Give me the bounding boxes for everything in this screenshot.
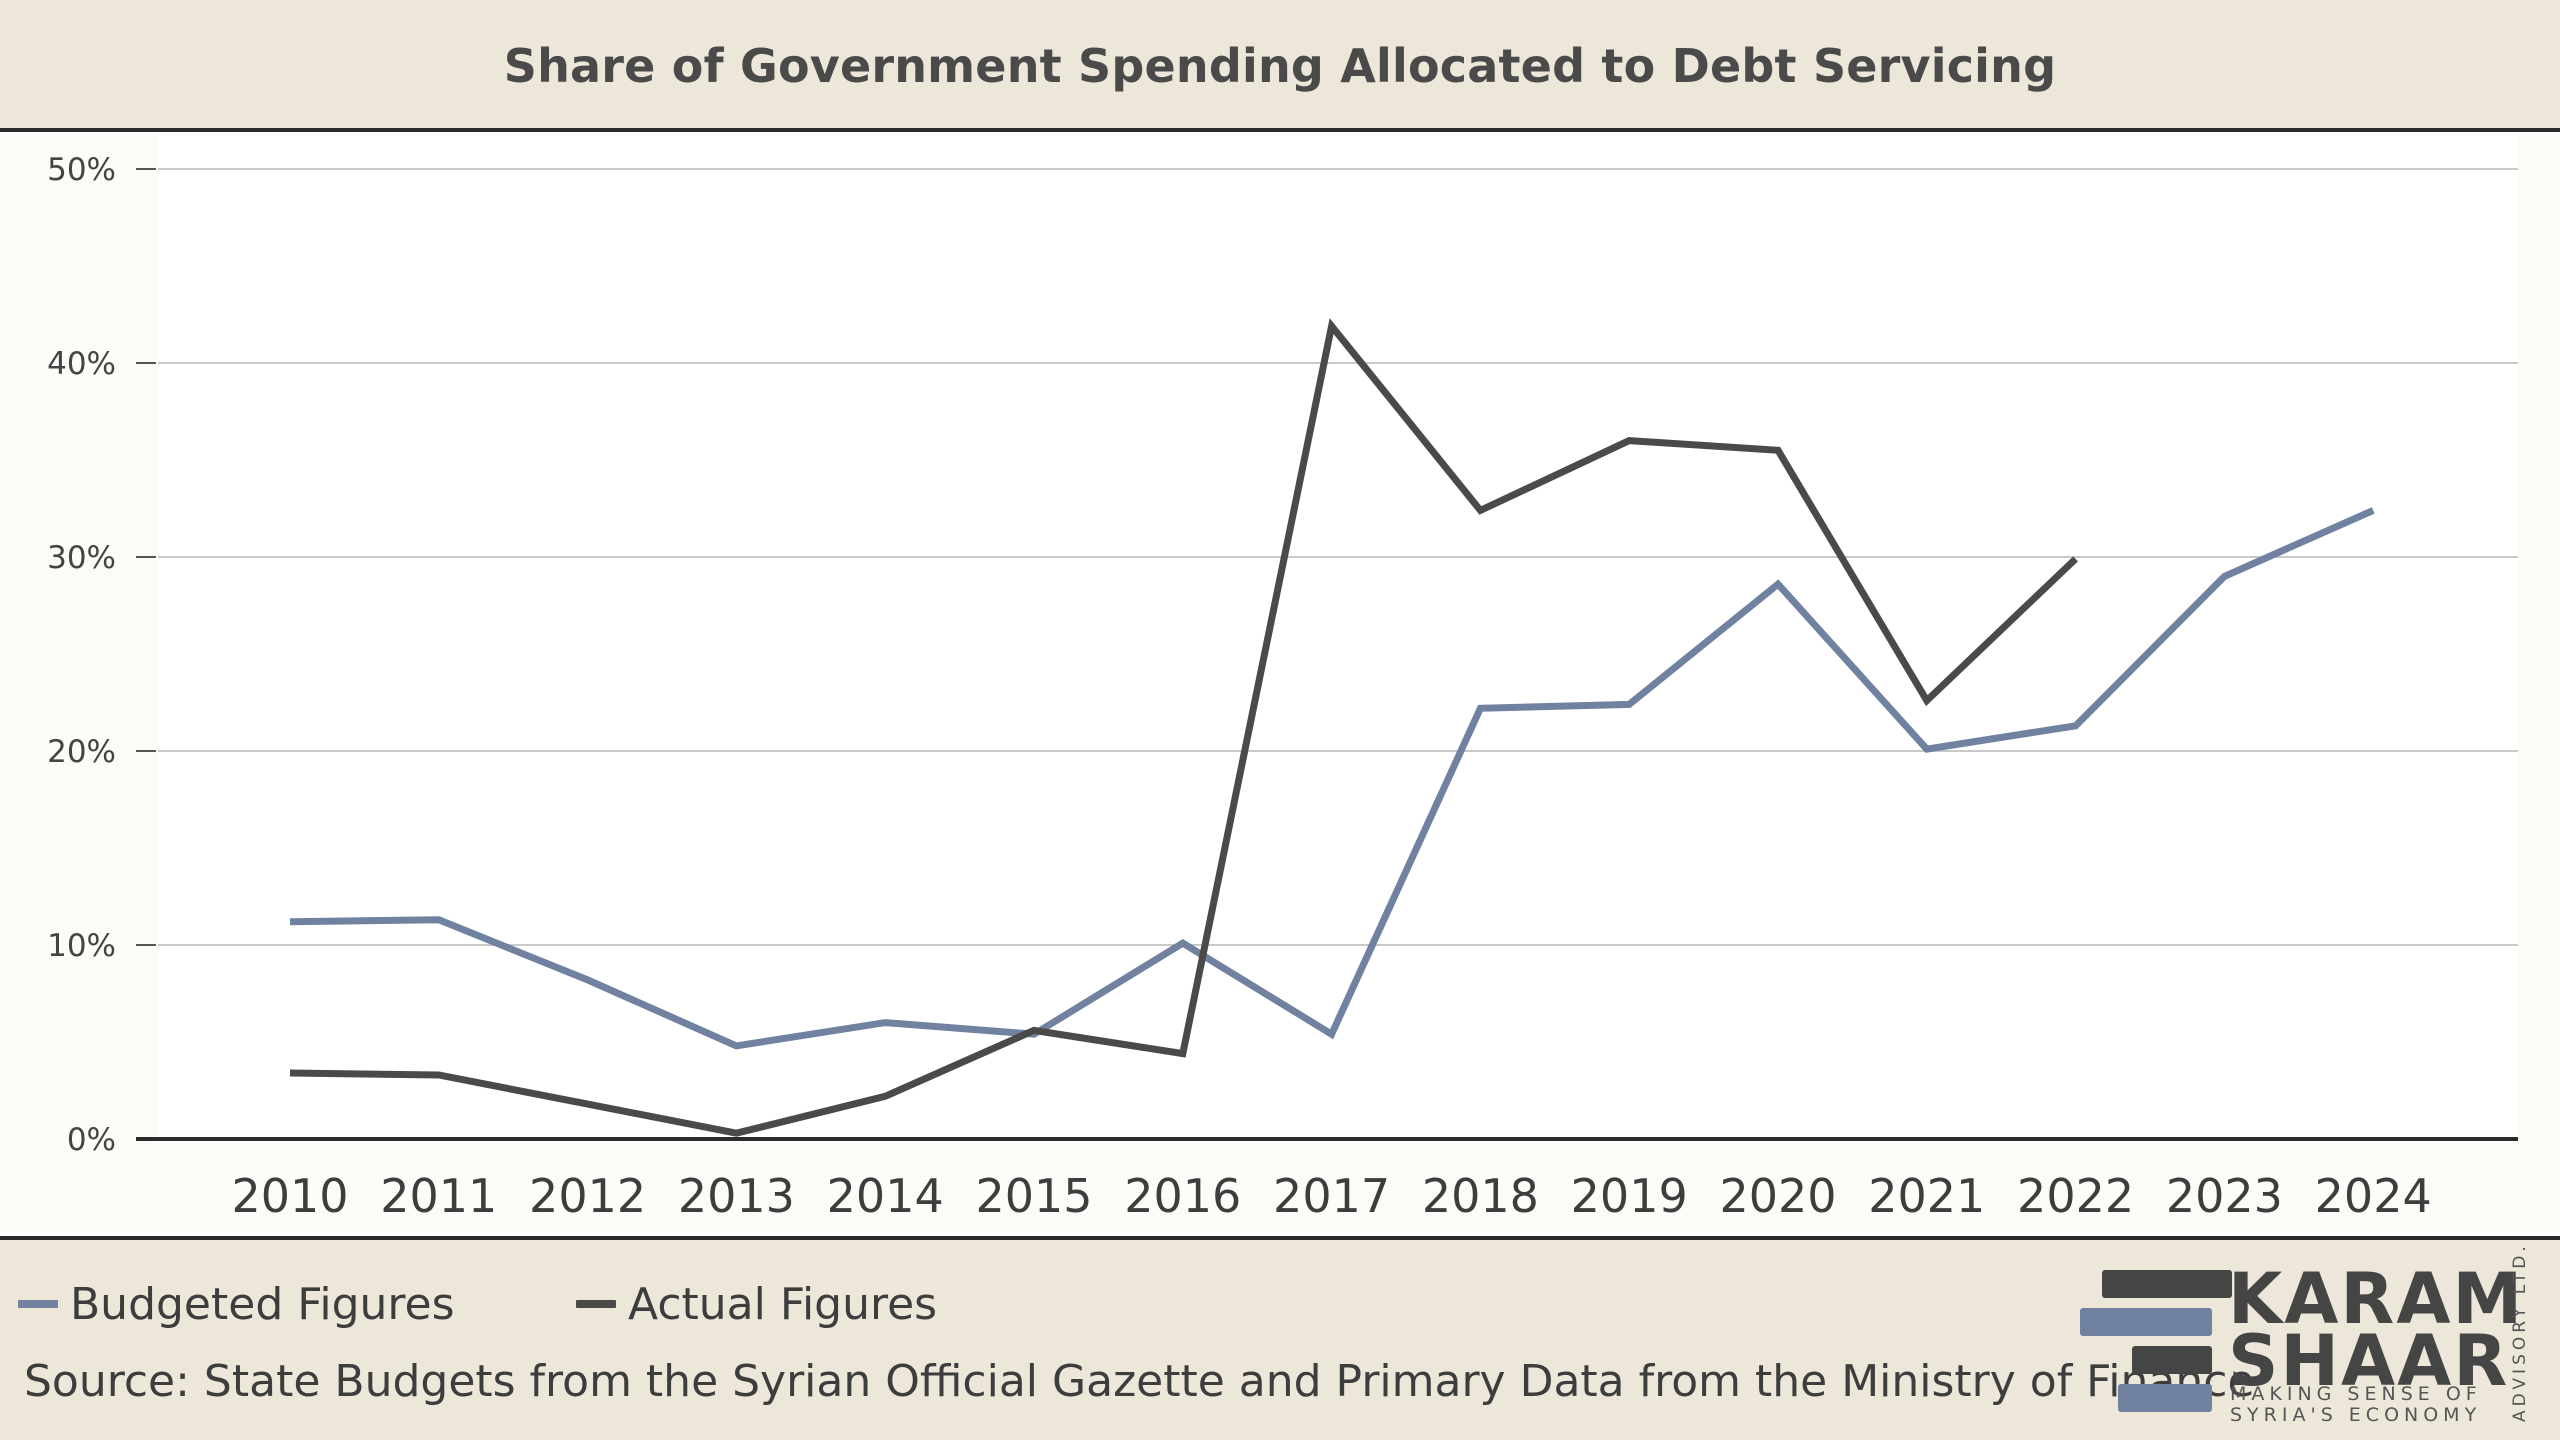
x-tick-label: 2022 — [2017, 1169, 2134, 1223]
plot-area — [158, 136, 2518, 1142]
x-tick-label: 2011 — [380, 1169, 497, 1223]
logo-bar-2 — [2080, 1308, 2212, 1336]
logo-text-shaar: SHAAR — [2228, 1320, 2510, 1402]
legend-item-actual: Actual Figures — [576, 1272, 937, 1336]
x-tick-label: 2017 — [1273, 1169, 1390, 1223]
x-tick-label: 2018 — [1422, 1169, 1539, 1223]
karam-shaar-logo: KARAM SHAAR MAKING SENSE OF SYRIA'S ECON… — [2080, 1242, 2540, 1434]
y-tick-label: 30% — [47, 540, 116, 576]
x-tick-label: 2024 — [2315, 1169, 2432, 1223]
line-chart: 0% 10% 20% 30% 40% 50% 2010 2011 2012 2013 2014 201… — [47, 152, 2518, 1223]
x-tick-label: 2012 — [529, 1169, 646, 1223]
x-tick-label: 2010 — [231, 1169, 348, 1223]
legend-swatch-actual — [576, 1300, 616, 1308]
x-tick-label: 2014 — [827, 1169, 944, 1223]
series-line-actual — [289, 318, 2079, 1137]
logo-vertical-text: ADVISORY LTD. — [2510, 1242, 2530, 1422]
logo-tagline-2: SYRIA'S ECONOMY — [2230, 1404, 2482, 1426]
x-tick-label: 2015 — [975, 1169, 1092, 1223]
x-tick-label: 2023 — [2166, 1169, 2283, 1223]
y-tick-label: 40% — [47, 346, 116, 382]
y-tick-label: 10% — [47, 928, 116, 964]
source-note: Source: State Budgets from the Syrian Of… — [24, 1356, 2255, 1407]
x-tick-label: 2021 — [1868, 1169, 1985, 1223]
logo-tagline-1: MAKING SENSE OF — [2230, 1383, 2482, 1405]
logo-bar-3 — [2132, 1346, 2212, 1374]
legend-swatch-budgeted — [18, 1300, 58, 1308]
header-bar — [0, 0, 2560, 132]
logo-bar-1 — [2102, 1270, 2232, 1298]
legend-label-budgeted: Budgeted Figures — [70, 1278, 455, 1330]
x-tick-label: 2020 — [1719, 1169, 1836, 1223]
y-tick-label: 50% — [47, 152, 116, 188]
chart-title: Share of Government Spending Allocated t… — [503, 39, 2057, 93]
legend-item-budgeted: Budgeted Figures — [18, 1272, 455, 1336]
legend-label-actual: Actual Figures — [628, 1278, 938, 1330]
logo-bar-4 — [2118, 1384, 2212, 1412]
y-tick-label: 0% — [67, 1122, 116, 1158]
x-tick-label: 2019 — [1571, 1169, 1688, 1223]
logo-text-karam: KARAM — [2228, 1258, 2525, 1340]
x-tick-label: 2013 — [678, 1169, 795, 1223]
y-tick-label: 20% — [47, 734, 116, 770]
x-tick-label: 2016 — [1124, 1169, 1241, 1223]
series-line-budgeted — [289, 507, 2375, 1050]
